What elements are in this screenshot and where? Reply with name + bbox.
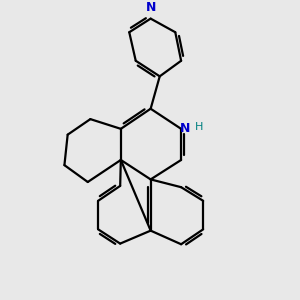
Text: N: N [179, 122, 190, 135]
Text: H: H [195, 122, 203, 131]
Text: N: N [146, 1, 156, 14]
